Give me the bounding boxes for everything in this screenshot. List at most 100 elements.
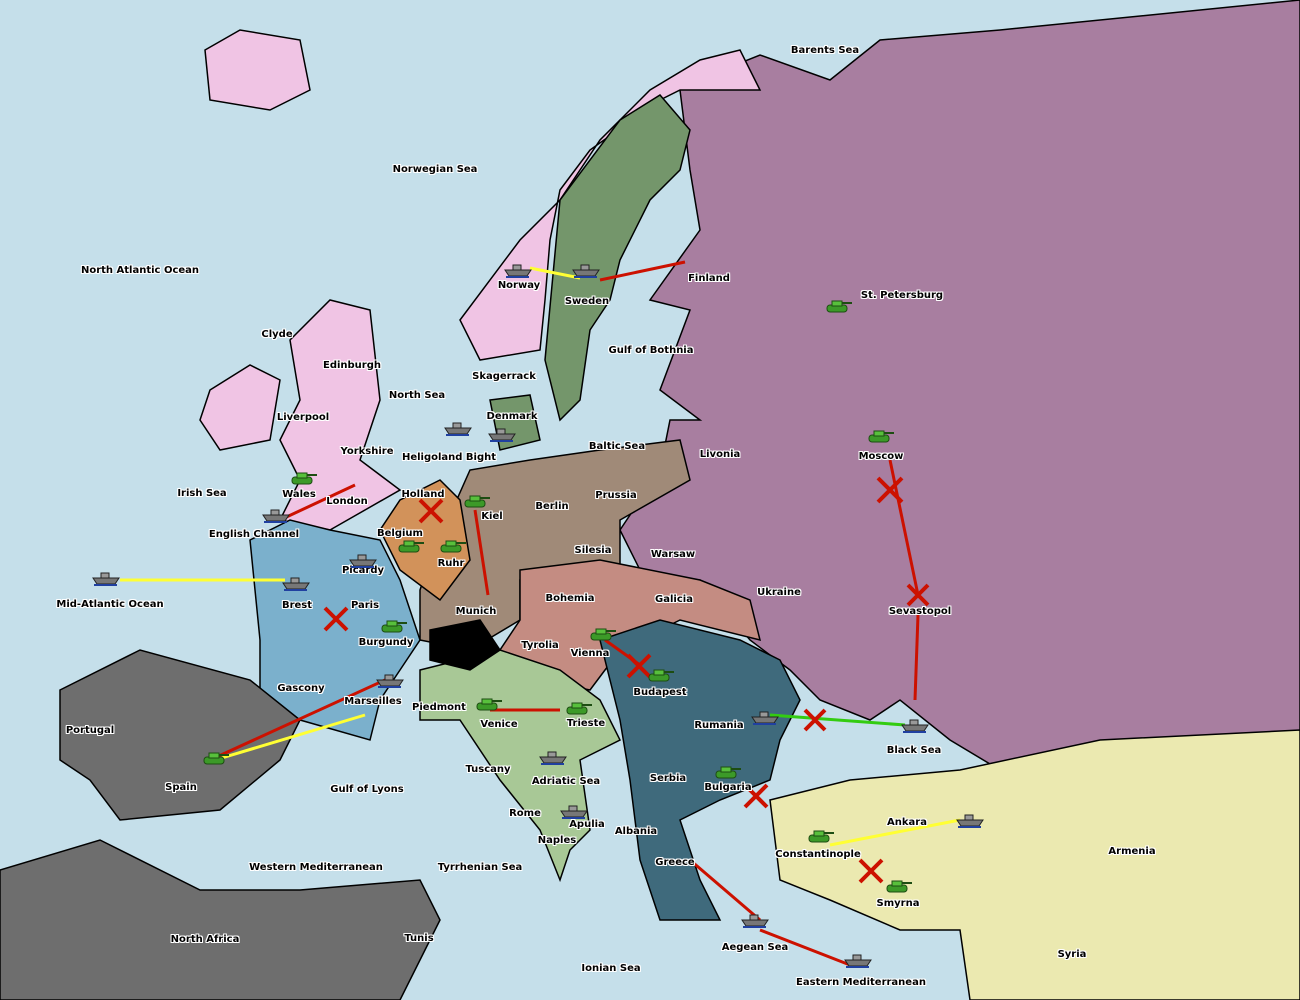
province-label[interactable]: Skagerrack: [472, 371, 536, 382]
province-label[interactable]: Serbia: [649, 773, 687, 784]
fleet-icon[interactable]: [955, 811, 985, 829]
army-icon[interactable]: [823, 299, 853, 317]
province-label[interactable]: Belgium: [377, 528, 423, 539]
army-icon[interactable]: [461, 494, 491, 512]
fleet-icon[interactable]: [281, 574, 311, 592]
fleet-icon[interactable]: [503, 261, 533, 279]
fleet-icon[interactable]: [538, 748, 568, 766]
army-icon[interactable]: [805, 829, 835, 847]
province-label[interactable]: Mid-Atlantic Ocean: [56, 599, 164, 610]
province-label[interactable]: Liverpool: [276, 412, 330, 423]
province-label[interactable]: Western Mediterranean: [249, 862, 383, 873]
province-label[interactable]: Greece: [655, 857, 695, 868]
province-label[interactable]: Edinburgh: [322, 360, 382, 371]
province-label[interactable]: Trieste: [566, 718, 606, 729]
fleet-icon[interactable]: [375, 671, 405, 689]
province-label[interactable]: Budapest: [633, 687, 687, 698]
army-icon[interactable]: [865, 429, 895, 447]
province-label[interactable]: Vienna: [570, 648, 610, 659]
province-label[interactable]: Albania: [614, 826, 658, 837]
province-label[interactable]: Silesia: [574, 545, 612, 556]
province-label[interactable]: Gascony: [277, 683, 325, 694]
army-icon[interactable]: [395, 539, 425, 557]
province-label[interactable]: Paris: [350, 600, 380, 611]
province-label[interactable]: Prussia: [595, 490, 637, 501]
province-label[interactable]: Kiel: [481, 511, 503, 522]
province-label[interactable]: Norway: [497, 280, 541, 291]
province-label[interactable]: Venice: [480, 719, 518, 730]
fleet-icon[interactable]: [261, 506, 291, 524]
province-label[interactable]: Rome: [509, 808, 541, 819]
province-label[interactable]: Denmark: [486, 411, 538, 422]
province-label[interactable]: Barents Sea: [790, 45, 860, 56]
province-label[interactable]: Irish Sea: [177, 488, 227, 499]
province-label[interactable]: St. Petersburg: [860, 290, 944, 301]
province-label[interactable]: Bohemia: [545, 593, 595, 604]
province-label[interactable]: Armenia: [1108, 846, 1156, 857]
army-icon[interactable]: [712, 765, 742, 783]
province-label[interactable]: Naples: [537, 835, 577, 846]
province-label[interactable]: Wales: [282, 489, 316, 500]
province-label[interactable]: Apulia: [569, 819, 605, 830]
army-icon[interactable]: [288, 471, 318, 489]
army-icon[interactable]: [563, 701, 593, 719]
province-label[interactable]: Syria: [1057, 949, 1087, 960]
province-label[interactable]: Picardy: [341, 565, 385, 576]
army-icon[interactable]: [200, 751, 230, 769]
fleet-icon[interactable]: [487, 425, 517, 443]
fleet-icon[interactable]: [443, 419, 473, 437]
province-label[interactable]: Ionian Sea: [581, 963, 641, 974]
province-label[interactable]: Ukraine: [757, 587, 801, 598]
province-label[interactable]: Constantinople: [775, 849, 861, 860]
province-label[interactable]: Adriatic Sea: [531, 776, 601, 787]
province-label[interactable]: North Sea: [388, 390, 446, 401]
province-label[interactable]: Black Sea: [886, 745, 942, 756]
fleet-icon[interactable]: [559, 802, 589, 820]
army-icon[interactable]: [473, 697, 503, 715]
province-label[interactable]: Baltic Sea: [588, 441, 646, 452]
fleet-icon[interactable]: [348, 551, 378, 569]
province-label[interactable]: Spain: [165, 782, 197, 793]
province-label[interactable]: Berlin: [535, 501, 569, 512]
fleet-icon[interactable]: [740, 911, 770, 929]
province-label[interactable]: Clyde: [261, 329, 293, 340]
province-label[interactable]: Sweden: [564, 296, 610, 307]
province-label[interactable]: Eastern Mediterranean: [796, 977, 926, 988]
province-label[interactable]: Portugal: [65, 725, 115, 736]
province-label[interactable]: Livonia: [699, 449, 741, 460]
province-label[interactable]: Smyrna: [876, 898, 920, 909]
fleet-icon[interactable]: [900, 716, 930, 734]
province-label[interactable]: Brest: [281, 600, 313, 611]
province-label[interactable]: Gulf of Bothnia: [608, 345, 694, 356]
province-label[interactable]: Warsaw: [650, 549, 696, 560]
province-label[interactable]: Norwegian Sea: [392, 164, 478, 175]
fleet-icon[interactable]: [750, 708, 780, 726]
fleet-icon[interactable]: [571, 261, 601, 279]
province-label[interactable]: Heligoland Bight: [401, 452, 497, 463]
province-label[interactable]: Tyrrhenian Sea: [437, 862, 523, 873]
army-icon[interactable]: [645, 668, 675, 686]
army-icon[interactable]: [587, 627, 617, 645]
province-label[interactable]: Sevastopol: [888, 606, 952, 617]
province-label[interactable]: Yorkshire: [340, 446, 394, 457]
province-label[interactable]: London: [326, 496, 368, 507]
army-icon[interactable]: [883, 879, 913, 897]
province-label[interactable]: Tunis: [404, 933, 434, 944]
army-icon[interactable]: [378, 619, 408, 637]
province-label[interactable]: Ankara: [887, 817, 927, 828]
fleet-icon[interactable]: [843, 951, 873, 969]
province-label[interactable]: Tyrolia: [521, 640, 559, 651]
province-label[interactable]: English Channel: [208, 529, 300, 540]
province-label[interactable]: Rumania: [694, 720, 744, 731]
province-label[interactable]: North Atlantic Ocean: [80, 265, 200, 276]
province-label[interactable]: Piedmont: [412, 702, 466, 713]
province-label[interactable]: Holland: [401, 489, 445, 500]
province-label[interactable]: Aegean Sea: [721, 942, 789, 953]
province-label[interactable]: Marseilles: [344, 696, 402, 707]
province-label[interactable]: Moscow: [858, 451, 904, 462]
province-label[interactable]: Finland: [688, 273, 730, 284]
province-label[interactable]: Gulf of Lyons: [330, 784, 404, 795]
province-label[interactable]: Tuscany: [465, 764, 511, 775]
fleet-icon[interactable]: [91, 569, 121, 587]
army-icon[interactable]: [437, 539, 467, 557]
